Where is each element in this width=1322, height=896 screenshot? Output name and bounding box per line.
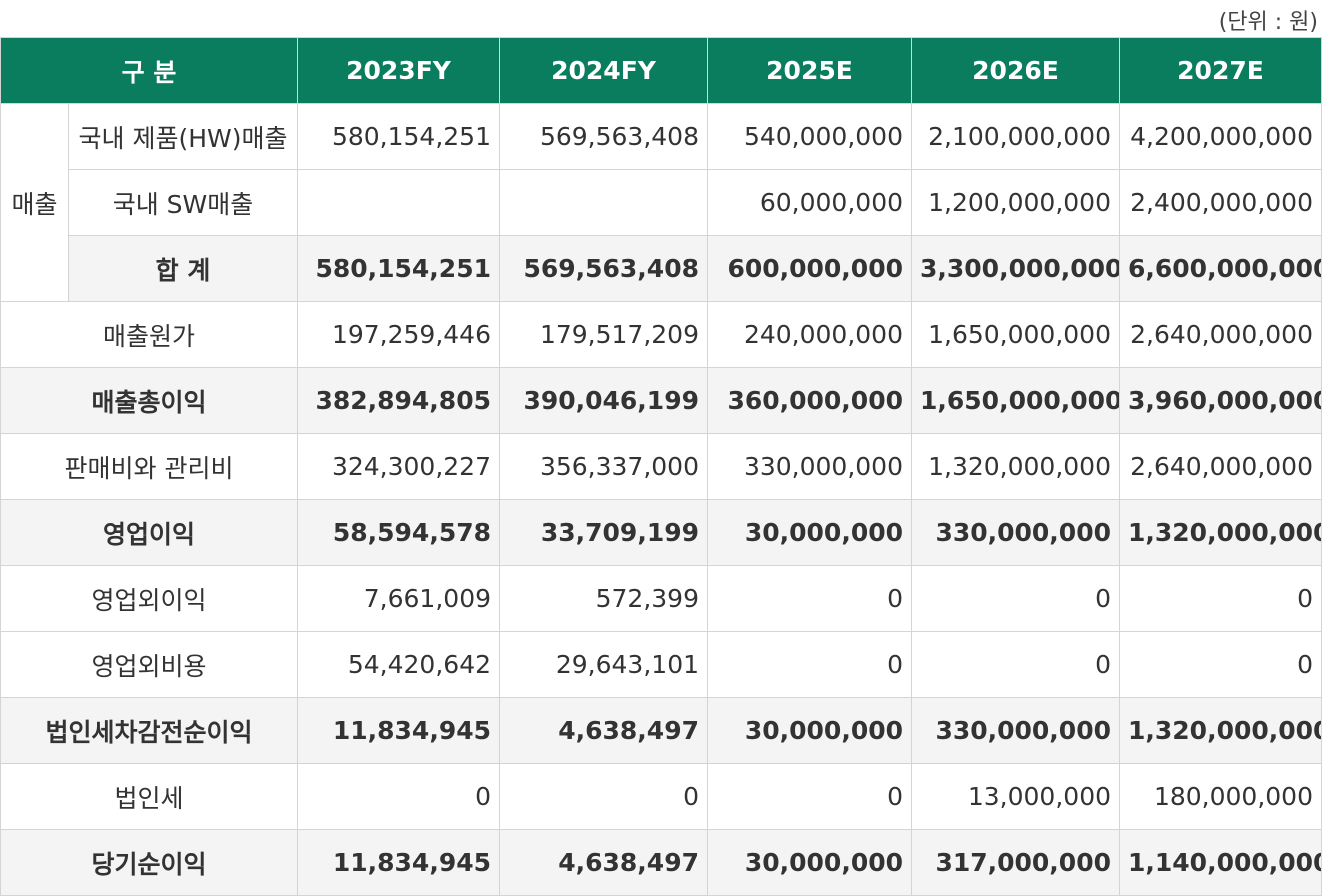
cell-value: 240,000,000 [707,301,912,368]
cell-value: 1,320,000,000 [911,433,1120,500]
cell-value: 1,140,000,000 [1119,829,1322,896]
cell-value: 330,000,000 [911,499,1120,566]
table-row: 판매비와 관리비 324,300,227 356,337,000 330,000… [0,433,1322,500]
cell-value: 7,661,009 [297,565,500,632]
cell-value: 569,563,408 [499,103,708,170]
table-row: 매출총이익 382,894,805 390,046,199 360,000,00… [0,367,1322,434]
row-label: 매출원가 [0,301,298,368]
row-label: 당기순이익 [0,829,298,896]
cell-value: 580,154,251 [297,103,500,170]
row-label: 법인세 [0,763,298,830]
cell-value: 0 [911,565,1120,632]
cell-value: 54,420,642 [297,631,500,698]
table-row: 매출 국내 제품(HW)매출 580,154,251 569,563,408 5… [0,103,1322,302]
cell-value: 3,300,000,000 [911,235,1120,302]
cell-value: 13,000,000 [911,763,1120,830]
cell-value: 1,200,000,000 [911,169,1120,236]
row-label: 영업외비용 [0,631,298,698]
cell-value: 382,894,805 [297,367,500,434]
cell-value: 2,400,000,000 [1119,169,1322,236]
cell-value: 4,638,497 [499,697,708,764]
cell-value: 33,709,199 [499,499,708,566]
table-row: 법인세 0 0 0 13,000,000 180,000,000 [0,763,1322,830]
cell-value: 1,320,000,000 [1119,499,1322,566]
cell-value [499,169,708,236]
header-year: 2027E [1119,37,1322,104]
cell-value: 60,000,000 [707,169,912,236]
cell-value: 1,320,000,000 [1119,697,1322,764]
cell-value: 30,000,000 [707,829,912,896]
cell-value: 0 [911,631,1120,698]
cell-value: 11,834,945 [297,829,500,896]
cell-value: 0 [1119,631,1322,698]
table-row: 법인세차감전순이익 11,834,945 4,638,497 30,000,00… [0,697,1322,764]
cell-value: 197,259,446 [297,301,500,368]
cell-value: 1,650,000,000 [911,301,1120,368]
cell-value: 1,650,000,000 [911,367,1120,434]
cell-value: 0 [707,631,912,698]
unit-note: (단위 : 원) [1218,10,1318,35]
row-label: 판매비와 관리비 [0,433,298,500]
cell-value: 180,000,000 [1119,763,1322,830]
cell-value: 317,000,000 [911,829,1120,896]
cell-value: 2,100,000,000 [911,103,1120,170]
cell-value: 600,000,000 [707,235,912,302]
cell-value: 4,200,000,000 [1119,103,1322,170]
cell-value: 30,000,000 [707,697,912,764]
row-label: 합 계 [68,235,298,302]
header-row: 구 분 2023FY 2024FY 2025E 2026E 2027E [0,37,1322,104]
header-year: 2024FY [499,37,708,104]
row-label: 영업외이익 [0,565,298,632]
financial-table: 구 분 2023FY 2024FY 2025E 2026E 2027E 매출 국… [0,37,1322,896]
cell-value: 324,300,227 [297,433,500,500]
table-row: 국내 SW매출 60,000,000 1,200,000,000 2,400,0… [1,169,1322,236]
cell-value: 0 [297,763,500,830]
row-label: 국내 SW매출 [68,169,298,236]
cell-value: 58,594,578 [297,499,500,566]
table-row: 당기순이익 11,834,945 4,638,497 30,000,000 31… [0,829,1322,896]
row-label: 영업이익 [0,499,298,566]
table-row: 영업이익 58,594,578 33,709,199 30,000,000 33… [0,499,1322,566]
cell-value: 2,640,000,000 [1119,301,1322,368]
cell-value: 0 [707,565,912,632]
cell-value: 540,000,000 [707,103,912,170]
sales-group-label: 매출 [0,103,69,302]
cell-value: 390,046,199 [499,367,708,434]
table-row: 영업외비용 54,420,642 29,643,101 0 0 0 [0,631,1322,698]
cell-value: 3,960,000,000 [1119,367,1322,434]
cell-value: 11,834,945 [297,697,500,764]
header-year: 2026E [911,37,1120,104]
header-year: 2025E [707,37,912,104]
row-label: 매출총이익 [0,367,298,434]
cell-value: 572,399 [499,565,708,632]
cell-value: 356,337,000 [499,433,708,500]
cell-value: 360,000,000 [707,367,912,434]
row-label: 법인세차감전순이익 [0,697,298,764]
cell-value: 30,000,000 [707,499,912,566]
cell-value: 0 [1119,565,1322,632]
cell-value: 569,563,408 [499,235,708,302]
cell-value: 29,643,101 [499,631,708,698]
cell-value: 0 [499,763,708,830]
cell-value: 330,000,000 [911,697,1120,764]
cell-value [297,169,500,236]
cell-value: 179,517,209 [499,301,708,368]
cell-value: 4,638,497 [499,829,708,896]
row-label: 국내 제품(HW)매출 [68,103,298,170]
cell-value: 6,600,000,000 [1119,235,1322,302]
cell-value: 580,154,251 [297,235,500,302]
table-row: 영업외이익 7,661,009 572,399 0 0 0 [0,565,1322,632]
cell-value: 0 [707,763,912,830]
header-year: 2023FY [297,37,500,104]
cell-value: 2,640,000,000 [1119,433,1322,500]
header-category: 구 분 [0,37,298,104]
table-row: 매출원가 197,259,446 179,517,209 240,000,000… [0,301,1322,368]
cell-value: 330,000,000 [707,433,912,500]
table-row: 합 계 580,154,251 569,563,408 600,000,000 … [1,235,1322,302]
